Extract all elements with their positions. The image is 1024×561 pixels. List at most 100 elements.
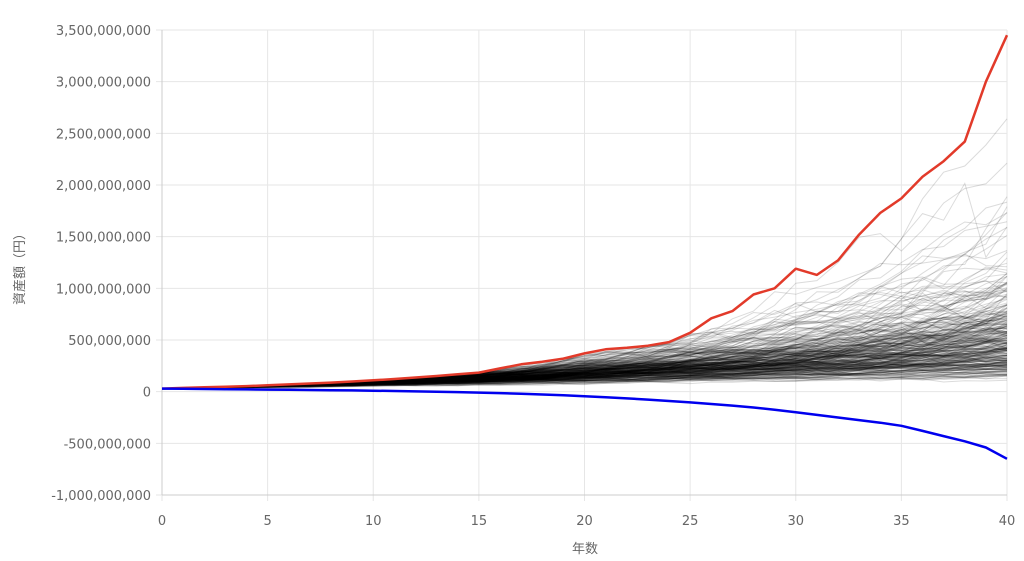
simulation-line xyxy=(161,365,1008,390)
simulation-line xyxy=(162,340,1008,390)
x-tick-label: 35 xyxy=(893,514,910,529)
simulation-line xyxy=(161,371,1008,390)
simulation-line xyxy=(161,348,1008,390)
simulation-line xyxy=(161,374,1008,390)
simulation-line xyxy=(161,330,1008,390)
simulation-line xyxy=(161,319,1008,390)
y-tick-label: -500,000,000 xyxy=(64,437,151,452)
x-tick-label: 10 xyxy=(365,514,382,529)
x-tick-label: 30 xyxy=(787,514,804,529)
simulation-line xyxy=(161,363,1007,390)
simulation-line xyxy=(161,340,1008,390)
simulation-line xyxy=(161,369,1008,390)
x-tick-label: 40 xyxy=(999,514,1016,529)
simulation-line xyxy=(161,348,1008,390)
simulation-line xyxy=(161,361,1008,390)
simulation-line xyxy=(161,360,1008,390)
y-tick-label: 3,000,000,000 xyxy=(56,76,151,91)
simulation-line xyxy=(161,364,1008,390)
simulation-line xyxy=(161,319,1008,390)
simulation-line xyxy=(161,291,1008,390)
simulation-line xyxy=(161,305,1008,390)
simulation-line xyxy=(161,350,1008,390)
simulation-line xyxy=(161,349,1008,390)
simulation-line xyxy=(161,342,1008,390)
simulation-line xyxy=(161,306,1008,390)
simulation-line xyxy=(161,338,1008,390)
simulation-line xyxy=(161,331,1008,390)
simulation-line xyxy=(161,317,1008,390)
simulation-line xyxy=(161,365,1008,390)
simulation-line xyxy=(161,347,1008,390)
simulation-line xyxy=(161,364,1008,390)
simulation-line xyxy=(161,275,1008,390)
simulation-line xyxy=(161,334,1008,390)
simulation-line xyxy=(161,364,1008,390)
simulation-line xyxy=(161,364,1008,390)
max-series-line xyxy=(161,34,1009,390)
simulation-line xyxy=(161,366,1008,390)
simulation-line xyxy=(161,336,1008,390)
x-tick-label: 5 xyxy=(263,514,271,529)
simulation-line xyxy=(161,372,1008,390)
simulation-line xyxy=(161,373,1008,390)
simulation-line xyxy=(161,373,1008,390)
simulation-line xyxy=(161,360,1008,390)
simulation-line xyxy=(161,284,1008,390)
x-tick-label: 15 xyxy=(471,514,488,529)
y-tick-label: -1,000,000,000 xyxy=(51,489,151,504)
simulation-line xyxy=(161,361,1008,390)
simulation-line xyxy=(161,341,1008,390)
simulation-line xyxy=(161,343,1008,390)
y-tick-label: 0 xyxy=(143,386,151,401)
simulation-line xyxy=(161,322,1008,390)
simulation-line xyxy=(161,348,1008,390)
simulation-line xyxy=(161,336,1008,390)
simulation-line xyxy=(161,310,1008,390)
simulation-line xyxy=(161,355,1008,390)
simulation-line xyxy=(161,348,1008,390)
simulation-line xyxy=(161,365,1008,390)
simulation-line xyxy=(161,360,1008,390)
y-tick-label: 1,000,000,000 xyxy=(56,282,151,297)
simulation-line xyxy=(161,362,1008,390)
simulation-line xyxy=(161,366,1008,390)
simulation-line xyxy=(161,337,1008,390)
simulation-line xyxy=(161,367,1008,390)
x-tick-label: 20 xyxy=(576,514,593,529)
simulation-line xyxy=(161,182,1008,390)
simulation-line xyxy=(161,373,1008,390)
simulation-line xyxy=(161,357,1008,390)
simulation-line xyxy=(161,349,1008,390)
simulation-line xyxy=(161,370,1008,390)
simulation-line xyxy=(161,234,1008,390)
simulation-line xyxy=(161,374,1008,390)
grid xyxy=(156,29,1008,501)
simulation-line xyxy=(161,304,1008,390)
simulation-line xyxy=(161,330,1008,390)
simulation-line xyxy=(161,335,1008,390)
x-axis-ticks: 0 5 10 15 20 25 30 35 40 xyxy=(158,514,1015,529)
min-series-line xyxy=(161,387,1008,460)
y-axis-title: 資産額（円） xyxy=(12,227,28,305)
simulation-line xyxy=(161,321,1008,390)
simulation-line xyxy=(161,326,1008,390)
simulation-line xyxy=(162,353,1008,390)
y-tick-label: 2,000,000,000 xyxy=(56,179,151,194)
simulation-line xyxy=(161,314,1008,390)
simulation-line xyxy=(161,348,1008,390)
y-tick-label: 500,000,000 xyxy=(68,334,151,349)
simulation-line xyxy=(161,353,1008,390)
simulation-line xyxy=(161,361,1008,390)
simulation-line xyxy=(161,350,1008,390)
simulation-line xyxy=(161,251,1008,390)
simulation-line xyxy=(161,295,1008,390)
simulation-line xyxy=(161,312,1008,390)
simulation-line xyxy=(161,371,1008,390)
simulation-line xyxy=(161,361,1008,390)
x-tick-label: 25 xyxy=(682,514,699,529)
simulation-line xyxy=(161,323,1008,390)
y-tick-label: 2,500,000,000 xyxy=(56,127,151,142)
